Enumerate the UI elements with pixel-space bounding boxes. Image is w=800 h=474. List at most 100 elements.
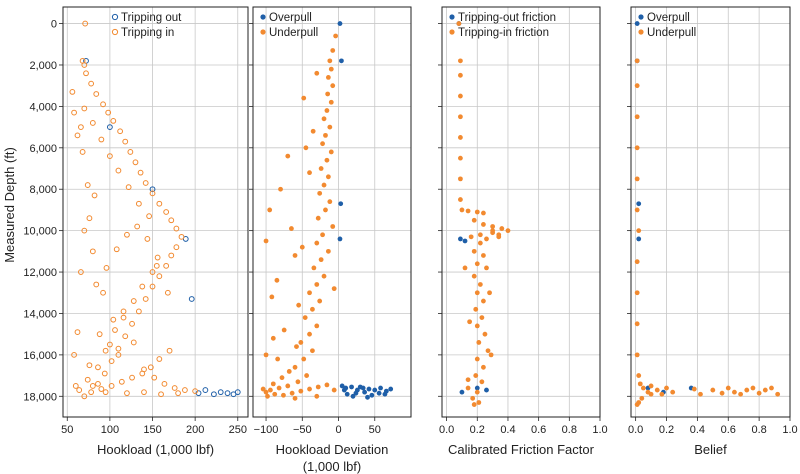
data-point [118,378,125,385]
data-point [738,391,744,397]
data-point [154,254,161,261]
data-point [314,240,320,246]
data-point [388,386,394,392]
data-point [477,240,483,246]
data-point [112,327,118,333]
data-point [654,387,660,393]
data-point [298,388,304,394]
data-point [141,389,147,396]
data-point [459,207,465,213]
data-point [260,386,266,392]
data-point [330,48,336,53]
data-point [372,387,378,393]
data-point [210,391,217,398]
data-point [281,327,287,333]
data-point [106,341,113,348]
plot-frame [62,6,249,418]
data-point [320,141,325,147]
data-point [173,244,180,251]
data-point [135,200,142,207]
data-point [93,91,100,97]
data-point [744,387,750,393]
data-point [173,225,180,232]
y-tick-label: 8,000 [29,184,57,196]
data-point [462,265,468,271]
data-point [295,379,301,385]
data-point [487,290,492,296]
data-point [142,296,149,302]
data-point [634,176,640,182]
data-point [110,316,117,323]
data-point [127,149,134,155]
data-point [378,385,383,391]
data-point [490,228,496,234]
data-point [314,70,320,76]
x-tick-label: 0 [335,424,341,436]
data-point [634,402,640,407]
data-point [84,376,91,383]
data-point [108,358,115,364]
data-point [331,286,337,292]
data-point [317,298,323,304]
data-point [132,159,139,166]
x-tick-label: 0.2 [470,424,485,436]
data-point [98,136,105,143]
data-point [301,95,307,101]
data-point [376,390,382,396]
legend-label: Tripping-out friction [458,12,556,24]
data-point [321,182,327,188]
x-tick-label: 0.6 [721,424,736,436]
data-point [279,375,285,381]
data-point [470,395,476,401]
data-point [459,389,465,395]
data-points [260,21,394,401]
data-point [125,184,132,191]
x-tick-label: 1.0 [782,424,797,436]
data-point [88,389,95,396]
data-point [296,302,302,308]
data-point [149,269,156,275]
data-point [166,347,173,354]
data-point [122,333,129,340]
data-point [341,387,347,393]
legend-label: Overpull [269,12,312,24]
legend-marker [449,29,455,35]
shared-y-axis-label: Measured Depth (ft) [2,147,17,263]
data-point [158,391,164,398]
data-point [756,390,762,396]
y-tick-label: 12,000 [23,267,57,279]
data-point [310,128,316,134]
data-point [465,377,471,383]
legend-label: Tripping in [121,27,174,39]
data-point [115,351,122,358]
data-point [263,389,269,395]
data-point [365,394,370,400]
data-point [382,391,388,397]
data-point [310,306,315,312]
data-point [775,391,781,397]
x-tick-label: 0.0 [628,424,643,436]
data-point [95,380,101,387]
x-tick-label: 0.8 [751,424,766,436]
data-point [314,323,320,329]
data-point [467,319,473,325]
data-point [458,93,463,99]
data-points [69,20,241,400]
legend-marker [260,14,266,20]
legend-label: Overpull [647,12,690,24]
data-point [698,391,703,397]
x-tick-label: 0.4 [690,424,705,436]
data-point [634,352,640,358]
data-point [477,282,483,287]
data-point [769,385,774,391]
data-point [130,298,137,304]
data-point [324,108,330,113]
data-point [122,138,129,145]
data-point [327,58,333,64]
data-point [292,253,298,258]
data-point [100,101,106,108]
x-axis-label: Calibrated Friction Factor [448,442,595,457]
data-point [269,294,275,300]
data-point [458,236,463,242]
data-point [137,169,144,176]
